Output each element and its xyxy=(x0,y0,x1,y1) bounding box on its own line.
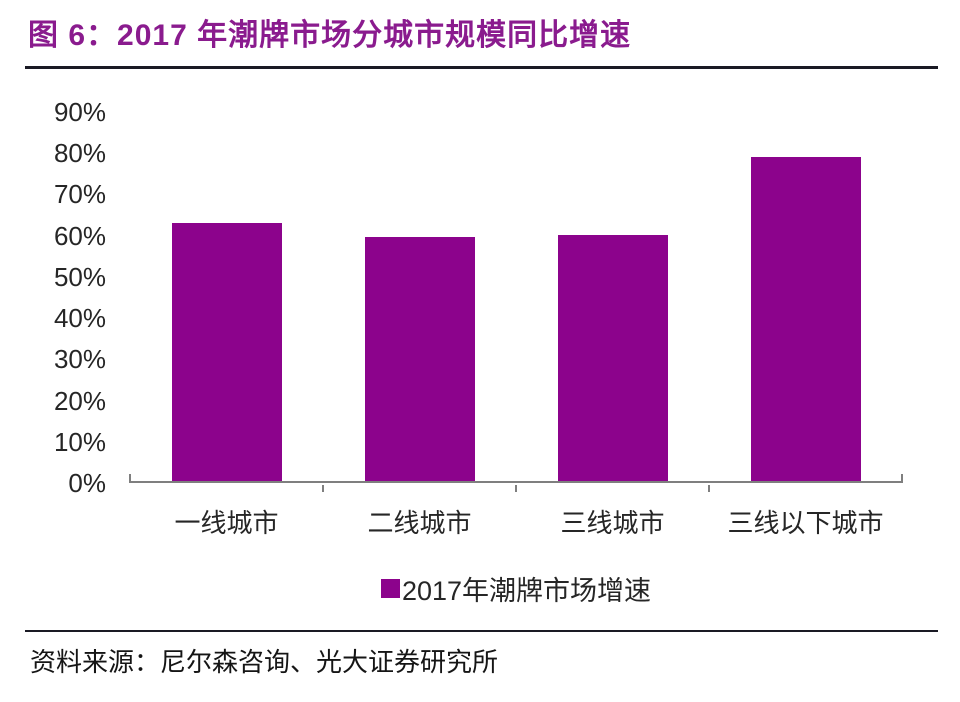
x-category-label: 二线城市 xyxy=(367,508,472,538)
bar-slot xyxy=(323,112,516,481)
y-tick-label: 50% xyxy=(53,261,106,292)
y-tick-label: 60% xyxy=(53,220,106,251)
y-tick-label: 30% xyxy=(53,344,106,375)
axis-tick xyxy=(901,474,903,483)
bottom-divider-line xyxy=(25,630,938,632)
axis-tick xyxy=(322,485,324,492)
legend-label: 2017年潮牌市场增速 xyxy=(401,576,652,606)
bar-slot xyxy=(516,112,709,481)
y-tick-label: 90% xyxy=(53,97,106,127)
bar-slot xyxy=(709,112,902,481)
axis-tick xyxy=(129,474,131,483)
y-tick-label: 0% xyxy=(68,468,106,498)
y-tick-label: 20% xyxy=(53,385,106,416)
y-tick-label: 40% xyxy=(53,303,106,334)
axis-tick xyxy=(708,485,710,492)
x-axis-labels: 一线城市 二线城市 三线城市 三线以下城市 xyxy=(130,503,902,540)
bar-二线城市 xyxy=(364,237,475,481)
bar-三线以下城市 xyxy=(750,157,861,481)
legend-swatch xyxy=(380,579,400,598)
bar-slot xyxy=(130,112,323,481)
x-category-label: 一线城市 xyxy=(174,508,279,538)
x-category-label: 三线城市 xyxy=(560,508,665,538)
x-category-label: 三线以下城市 xyxy=(727,508,884,538)
y-tick-label: 10% xyxy=(53,426,106,457)
bar-一线城市 xyxy=(171,222,282,481)
y-tick-label: 70% xyxy=(53,179,106,210)
chart-legend: 2017年潮牌市场增速 xyxy=(130,569,902,608)
bar-三线城市 xyxy=(557,235,668,481)
y-tick-label: 80% xyxy=(53,138,106,169)
y-axis-labels: 0% 10% 20% 30% 40% 50% 60% 70% 80% 90% xyxy=(0,99,106,496)
top-divider-line xyxy=(25,66,938,69)
axis-tick xyxy=(515,485,517,492)
source-note: 资料来源：尼尔森咨询、光大证券研究所 xyxy=(30,648,499,677)
plot-area xyxy=(130,112,902,483)
figure-title: 图 6：2017 年潮牌市场分城市规模同比增速 xyxy=(28,19,632,52)
